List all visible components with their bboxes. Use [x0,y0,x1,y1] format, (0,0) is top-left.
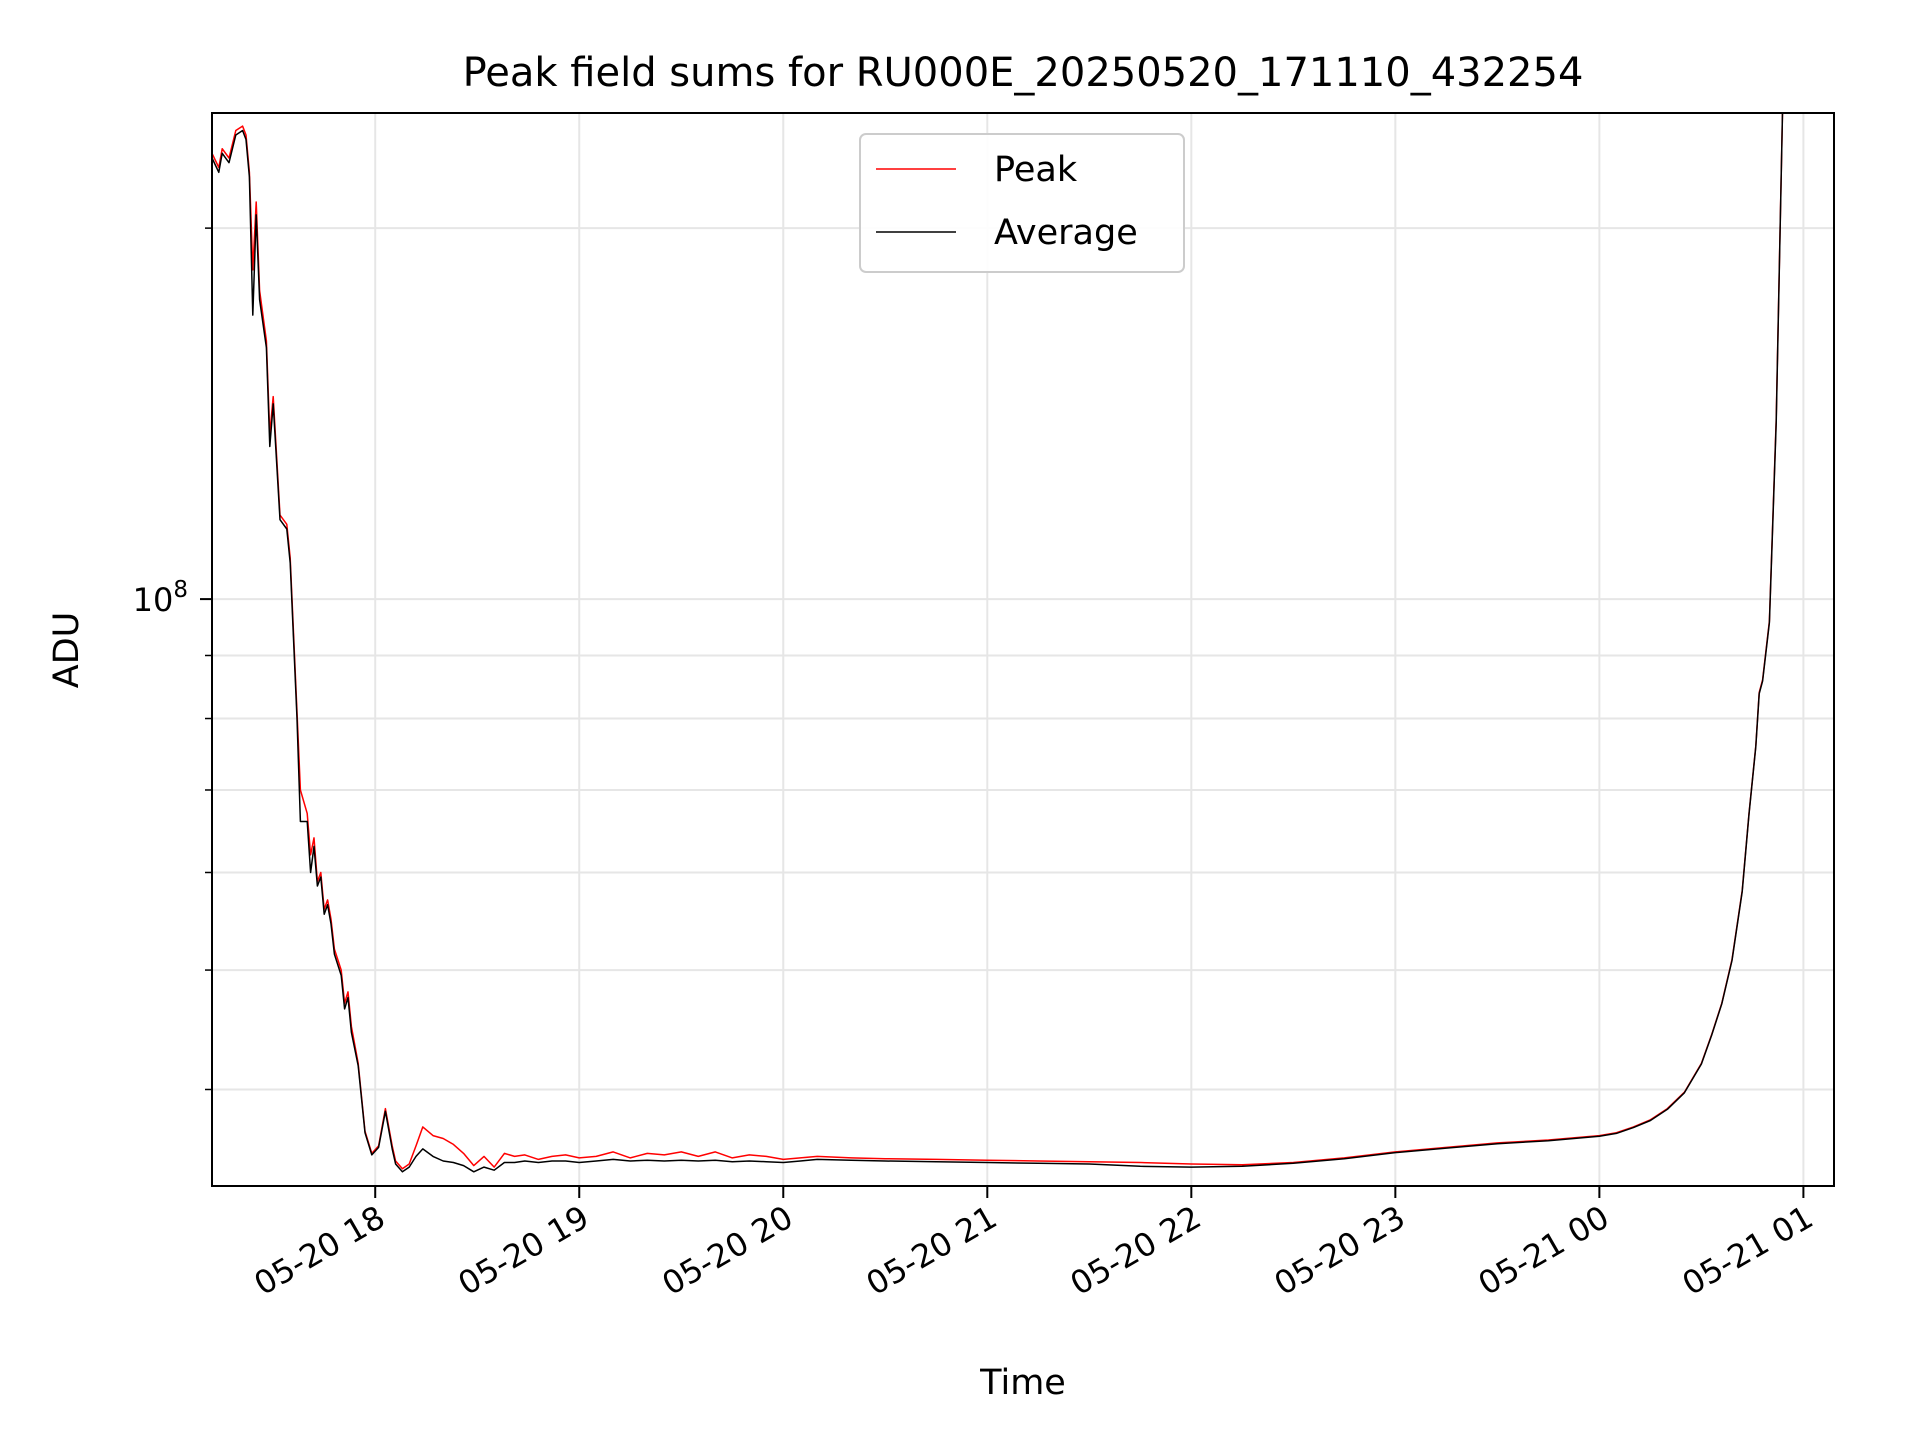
legend: Peak Average [859,133,1185,273]
series-lines [212,113,1784,1173]
grid [212,113,1834,1186]
legend-label-peak: Peak [994,150,1078,190]
y-tick-label: 108 [133,577,188,619]
plot-frame [211,112,1835,1187]
series-line-average [212,113,1784,1173]
x-axis-label: Time [979,1363,1066,1403]
y-axis-label: ADU [47,612,87,689]
legend-label-average: Average [994,213,1138,253]
chart-title: Peak field sums for RU000E_20250520_1711… [463,50,1584,96]
